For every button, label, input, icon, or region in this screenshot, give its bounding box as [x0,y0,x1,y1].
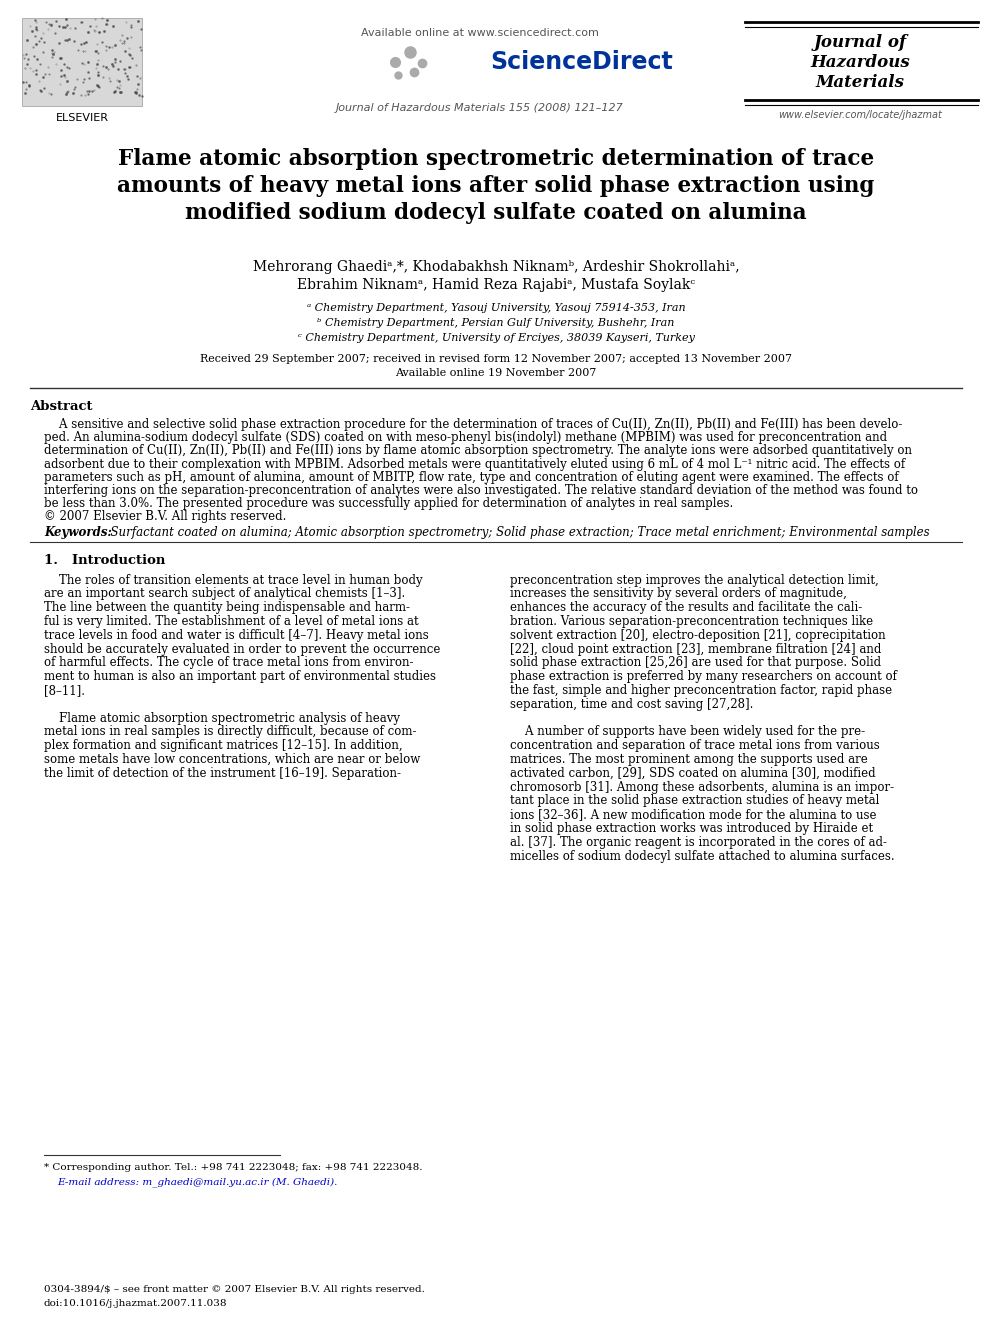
Text: Mehrorang Ghaediᵃ,*, Khodabakhsh Niknamᵇ, Ardeshir Shokrollahiᵃ,: Mehrorang Ghaediᵃ,*, Khodabakhsh Niknamᵇ… [253,261,739,274]
Text: E-mail address: m_ghaedi@mail.yu.ac.ir (M. Ghaedi).: E-mail address: m_ghaedi@mail.yu.ac.ir (… [57,1177,337,1187]
Text: ᵃ Chemistry Department, Yasouj University, Yasouj 75914-353, Iran: ᵃ Chemistry Department, Yasouj Universit… [307,303,685,314]
Text: in solid phase extraction works was introduced by Hiraide et: in solid phase extraction works was intr… [510,822,873,835]
Text: ful is very limited. The establishment of a level of metal ions at: ful is very limited. The establishment o… [44,615,419,628]
Text: interfering ions on the separation-preconcentration of analytes were also invest: interfering ions on the separation-preco… [44,484,918,497]
Text: should be accurately evaluated in order to prevent the occurrence: should be accurately evaluated in order … [44,643,440,656]
Text: 1.   Introduction: 1. Introduction [44,553,166,566]
Text: 0304-3894/$ – see front matter © 2007 Elsevier B.V. All rights reserved.: 0304-3894/$ – see front matter © 2007 El… [44,1285,425,1294]
Text: plex formation and significant matrices [12–15]. In addition,: plex formation and significant matrices … [44,740,403,753]
Text: The line between the quantity being indispensable and harm-: The line between the quantity being indi… [44,601,410,614]
Text: © 2007 Elsevier B.V. All rights reserved.: © 2007 Elsevier B.V. All rights reserved… [44,511,287,524]
Text: matrices. The most prominent among the supports used are: matrices. The most prominent among the s… [510,753,868,766]
Bar [22,19,142,106]
Text: Available online 19 November 2007: Available online 19 November 2007 [396,368,596,378]
Text: Abstract: Abstract [30,400,92,413]
Text: adsorbent due to their complexation with MPBIM. Adsorbed metals were quantitativ: adsorbent due to their complexation with… [44,458,905,471]
Text: metal ions in real samples is directly difficult, because of com-: metal ions in real samples is directly d… [44,725,417,738]
Text: www.elsevier.com/locate/jhazmat: www.elsevier.com/locate/jhazmat [778,110,942,120]
Text: Received 29 September 2007; received in revised form 12 November 2007; accepted : Received 29 September 2007; received in … [200,355,792,364]
Text: tant place in the solid phase extraction studies of heavy metal: tant place in the solid phase extraction… [510,794,879,807]
Text: Flame atomic absorption spectrometric analysis of heavy: Flame atomic absorption spectrometric an… [44,712,400,725]
Text: The roles of transition elements at trace level in human body: The roles of transition elements at trac… [44,574,423,586]
Text: determination of Cu(II), Zn(II), Pb(II) and Fe(III) ions by flame atomic absorpt: determination of Cu(II), Zn(II), Pb(II) … [44,445,912,458]
Text: increases the sensitivity by several orders of magnitude,: increases the sensitivity by several ord… [510,587,847,601]
Text: ELSEVIER: ELSEVIER [56,112,108,123]
Text: chromosorb [31]. Among these adsorbents, alumina is an impor-: chromosorb [31]. Among these adsorbents,… [510,781,894,794]
Text: the limit of detection of the instrument [16–19]. Separation-: the limit of detection of the instrument… [44,767,401,779]
Text: ScienceDirect: ScienceDirect [490,50,673,74]
Text: of harmful effects. The cycle of trace metal ions from environ-: of harmful effects. The cycle of trace m… [44,656,414,669]
Text: Journal of: Journal of [813,34,907,52]
Text: [8–11].: [8–11]. [44,684,85,697]
Text: parameters such as pH, amount of alumina, amount of MBITP, flow rate, type and c: parameters such as pH, amount of alumina… [44,471,899,484]
Text: be less than 3.0%. The presented procedure was successfully applied for determin: be less than 3.0%. The presented procedu… [44,497,733,511]
Text: phase extraction is preferred by many researchers on account of: phase extraction is preferred by many re… [510,671,897,683]
Text: Available online at www.sciencedirect.com: Available online at www.sciencedirect.co… [361,28,599,38]
Text: Ebrahim Niknamᵃ, Hamid Reza Rajabiᵃ, Mustafa Soylakᶜ: Ebrahim Niknamᵃ, Hamid Reza Rajabiᵃ, Mus… [297,278,695,292]
Text: separation, time and cost saving [27,28].: separation, time and cost saving [27,28]… [510,697,753,710]
Text: Flame atomic absorption spectrometric determination of trace
amounts of heavy me: Flame atomic absorption spectrometric de… [117,148,875,224]
Text: ped. An alumina-sodium dodecyl sulfate (SDS) coated on with meso-phenyl bis(indo: ped. An alumina-sodium dodecyl sulfate (… [44,431,887,445]
Text: preconcentration step improves the analytical detection limit,: preconcentration step improves the analy… [510,574,879,586]
Text: Journal of Hazardous Materials 155 (2008) 121–127: Journal of Hazardous Materials 155 (2008… [336,103,624,112]
Text: Surfactant coated on alumina; Atomic absorption spectrometry; Solid phase extrac: Surfactant coated on alumina; Atomic abs… [103,525,930,538]
Text: ᶜ Chemistry Department, University of Erciyes, 38039 Kayseri, Turkey: ᶜ Chemistry Department, University of Er… [298,333,694,343]
Text: doi:10.1016/j.jhazmat.2007.11.038: doi:10.1016/j.jhazmat.2007.11.038 [44,1299,227,1308]
Text: Hazardous: Hazardous [810,54,910,71]
Text: Keywords:: Keywords: [44,525,112,538]
Text: the fast, simple and higher preconcentration factor, rapid phase: the fast, simple and higher preconcentra… [510,684,892,697]
Text: ᵇ Chemistry Department, Persian Gulf University, Bushehr, Iran: ᵇ Chemistry Department, Persian Gulf Uni… [317,318,675,328]
Text: solid phase extraction [25,26] are used for that purpose. Solid: solid phase extraction [25,26] are used … [510,656,881,669]
Text: trace levels in food and water is difficult [4–7]. Heavy metal ions: trace levels in food and water is diffic… [44,628,429,642]
Text: A number of supports have been widely used for the pre-: A number of supports have been widely us… [510,725,865,738]
Text: solvent extraction [20], electro-deposition [21], coprecipitation: solvent extraction [20], electro-deposit… [510,628,886,642]
Text: concentration and separation of trace metal ions from various: concentration and separation of trace me… [510,740,880,753]
Text: are an important search subject of analytical chemists [1–3].: are an important search subject of analy… [44,587,406,601]
Text: Materials: Materials [815,74,905,91]
Text: A sensitive and selective solid phase extraction procedure for the determination: A sensitive and selective solid phase ex… [44,418,903,431]
Text: * Corresponding author. Tel.: +98 741 2223048; fax: +98 741 2223048.: * Corresponding author. Tel.: +98 741 22… [44,1163,423,1172]
Text: ment to human is also an important part of environmental studies: ment to human is also an important part … [44,671,436,683]
Text: micelles of sodium dodecyl sulfate attached to alumina surfaces.: micelles of sodium dodecyl sulfate attac… [510,849,895,863]
Text: enhances the accuracy of the results and facilitate the cali-: enhances the accuracy of the results and… [510,601,862,614]
Text: activated carbon, [29], SDS coated on alumina [30], modified: activated carbon, [29], SDS coated on al… [510,767,876,779]
Text: [22], cloud point extraction [23], membrane filtration [24] and: [22], cloud point extraction [23], membr… [510,643,881,656]
Text: ions [32–36]. A new modification mode for the alumina to use: ions [32–36]. A new modification mode fo… [510,808,877,822]
Text: bration. Various separation-preconcentration techniques like: bration. Various separation-preconcentra… [510,615,873,628]
Text: some metals have low concentrations, which are near or below: some metals have low concentrations, whi… [44,753,421,766]
Text: al. [37]. The organic reagent is incorporated in the cores of ad-: al. [37]. The organic reagent is incorpo… [510,836,887,849]
